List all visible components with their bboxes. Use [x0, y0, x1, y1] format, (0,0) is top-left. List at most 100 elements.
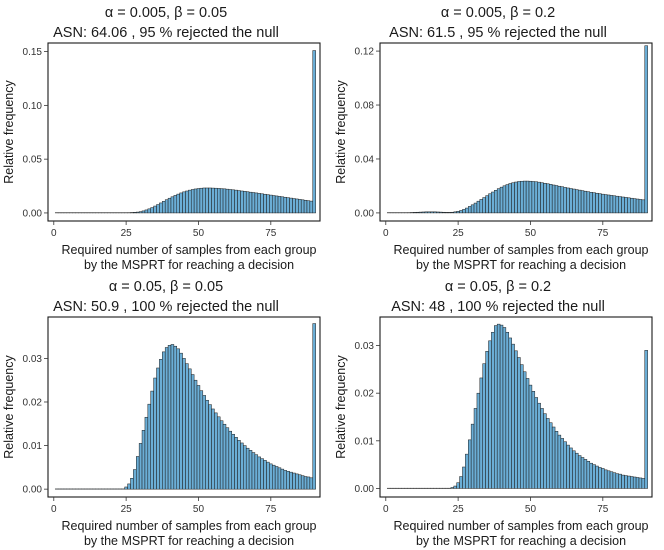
- bar-n25: [456, 211, 460, 214]
- bar-n67: [245, 447, 250, 490]
- bar-n55: [211, 187, 215, 214]
- bar-n84: [295, 473, 299, 490]
- histogram-panel-3: α = 0.05, β = 0.05 ASN: 50.9 , 100 % reje…: [2, 279, 321, 548]
- bar-n47: [188, 189, 192, 214]
- bar-n66: [575, 189, 579, 214]
- bar-n61: [560, 186, 564, 214]
- bar-n71: [257, 456, 261, 490]
- bar-n17: [433, 211, 437, 214]
- bar-n45: [182, 191, 186, 214]
- bar-series: [54, 50, 316, 214]
- bar-n83: [292, 472, 296, 490]
- bar-n31: [141, 430, 146, 490]
- bar-n47: [188, 368, 192, 490]
- bar-n74: [266, 461, 270, 490]
- bar-n86: [300, 475, 305, 490]
- x-tick-label: 0: [383, 228, 389, 239]
- bar-n48: [190, 374, 195, 490]
- bar-n28: [465, 207, 469, 214]
- bar-n63: [234, 437, 238, 490]
- bar-n31: [473, 408, 478, 489]
- bar-n34: [482, 363, 486, 489]
- bar-n57: [549, 184, 553, 214]
- bar-n80: [283, 470, 287, 490]
- chart-title-asn: ASN: 61.5 , 95 % rejected the null: [389, 25, 607, 41]
- bar-n78: [277, 196, 282, 214]
- bar-n34: [150, 207, 154, 214]
- bar-n18: [436, 211, 440, 214]
- bar-n36: [156, 204, 160, 214]
- y-axis-label: Relative frequency: [334, 354, 348, 458]
- bar-n41: [170, 344, 175, 490]
- bar-n70: [586, 191, 591, 214]
- chart-title-params: α = 0.005, β = 0.05: [105, 5, 227, 21]
- bar-n59: [554, 185, 559, 214]
- y-tick-label: 0.05: [23, 155, 43, 166]
- x-axis-label-line1: Required number of samples from each gro…: [394, 519, 649, 533]
- x-tick-label: 25: [121, 504, 133, 515]
- bar-n62: [231, 189, 235, 214]
- bar-n32: [144, 416, 149, 490]
- bar-n65: [572, 188, 576, 214]
- bar-n89: [309, 200, 314, 214]
- bar-n56: [546, 183, 550, 214]
- bar-n66: [575, 452, 579, 489]
- bar-n73: [595, 465, 599, 489]
- bar-n31: [473, 202, 478, 214]
- bar-n76: [272, 464, 276, 490]
- bar-n79: [612, 195, 617, 214]
- x-tick-label: 75: [265, 504, 277, 515]
- bar-n35: [485, 351, 489, 489]
- x-tick-label: 50: [525, 504, 537, 515]
- bar-n42: [505, 184, 510, 214]
- bar-n30: [470, 204, 475, 214]
- bar-n44: [179, 352, 183, 490]
- bar-n20: [441, 211, 446, 214]
- chart-title-asn: ASN: 64.06 , 95 % rejected the null: [53, 25, 279, 41]
- bar-n37: [159, 202, 163, 214]
- y-tick-label: 0.03: [23, 354, 43, 365]
- bar-n58: [551, 184, 556, 214]
- bar-n73: [263, 193, 267, 214]
- y-tick-label: 0.03: [355, 341, 375, 352]
- bar-n62: [563, 441, 567, 489]
- bar-n45: [514, 350, 518, 489]
- bar-n71: [589, 462, 593, 489]
- bar-n42: [505, 331, 510, 489]
- bar-n25: [124, 486, 128, 490]
- bar-n35: [485, 195, 489, 214]
- bar-n26: [459, 210, 463, 214]
- bar-n50: [196, 385, 201, 490]
- bar-n79: [612, 472, 617, 489]
- bar-n33: [479, 199, 483, 214]
- bar-n83: [292, 198, 296, 214]
- y-tick-label: 0.10: [23, 101, 43, 112]
- bar-n32: [144, 209, 149, 214]
- bar-n43: [508, 337, 512, 489]
- y-tick-label: 0.08: [355, 101, 375, 112]
- bar-n64: [237, 440, 241, 490]
- bar-n59: [222, 423, 227, 490]
- bar-n48: [190, 189, 195, 214]
- bar-n85: [298, 199, 302, 214]
- bar-n75: [269, 194, 273, 214]
- bar-n84: [627, 475, 631, 489]
- bar-n88: [638, 477, 643, 489]
- bar-n82: [289, 471, 293, 490]
- bar-n61: [228, 430, 232, 490]
- bar-n50: [196, 188, 201, 214]
- bar-n70: [586, 461, 591, 489]
- bar-n84: [627, 197, 631, 214]
- histogram-panel-4: α = 0.05, β = 0.2 ASN: 48 , 100 % rejecte…: [334, 279, 653, 548]
- bar-n63: [566, 187, 570, 214]
- x-axis-label-line1: Required number of samples from each gro…: [62, 519, 317, 533]
- bar-n50: [528, 180, 533, 214]
- bar-n70: [254, 454, 259, 490]
- bar-n52: [534, 181, 538, 214]
- bar-n37: [491, 331, 495, 489]
- bar-n82: [621, 196, 625, 214]
- bar-n77: [274, 195, 279, 214]
- bar-n29: [136, 211, 140, 214]
- bar-n27: [130, 478, 134, 490]
